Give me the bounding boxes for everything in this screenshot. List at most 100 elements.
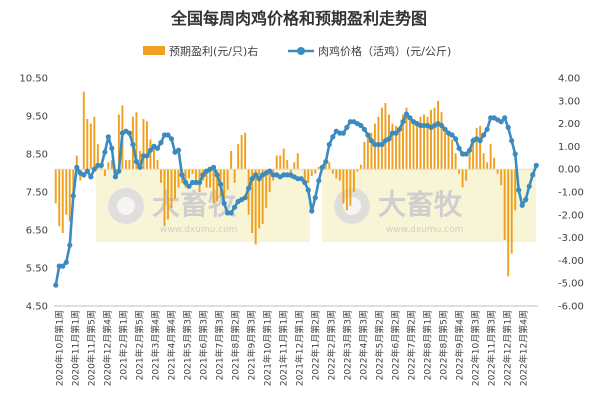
profit-bar <box>117 114 120 170</box>
profit-bar <box>398 128 401 170</box>
profit-bar <box>335 169 338 179</box>
profit-bar <box>275 155 278 170</box>
price-point <box>505 124 511 130</box>
price-point <box>109 145 115 151</box>
x-tick-label: 2020年10月第1周 <box>54 310 66 386</box>
price-point <box>53 282 59 288</box>
price-point <box>484 126 490 132</box>
right-tick-label: -4.00 <box>558 256 584 267</box>
profit-bar <box>430 109 432 170</box>
price-point <box>396 126 403 132</box>
profit-bar <box>177 169 180 188</box>
profit-bar <box>286 160 289 170</box>
profit-bar <box>440 112 443 170</box>
price-point <box>126 130 133 136</box>
legend: 预期盈利(元/只)右 肉鸡价格（活鸡）(元/公斤) <box>143 44 451 58</box>
price-point <box>386 136 392 142</box>
profit-bar <box>500 169 503 186</box>
profit-bar <box>268 169 271 192</box>
price-point <box>340 130 346 136</box>
x-tick-label: 2021年2月第5周 <box>134 310 146 380</box>
price-point <box>168 136 175 142</box>
profit-bar <box>254 169 257 245</box>
profit-bar <box>216 169 219 202</box>
profit-bar <box>479 125 482 170</box>
x-tick-label: 2022年12月第4周 <box>518 310 530 386</box>
price-point <box>316 178 322 184</box>
price-point <box>400 119 406 125</box>
x-axis: 2020年10月第1周 2020年11月第1周 2020年11月第5周 2020年12… <box>54 305 538 386</box>
price-point <box>175 147 182 153</box>
price-point <box>407 115 413 121</box>
watermark-brand: 大畜牧 <box>378 188 463 221</box>
right-tick-label: 0.00 <box>558 165 580 176</box>
price-point <box>463 151 469 157</box>
chart-title: 全国每周肉鸡价格和预期盈利走势图 <box>170 9 427 28</box>
x-tick-label: 2021年8月第2周 <box>230 310 242 380</box>
profit-bar <box>75 155 78 170</box>
left-tick-label: 9.50 <box>26 112 48 123</box>
right-tick-label: -3.00 <box>558 233 584 244</box>
right-tick-label: 3.00 <box>558 96 580 107</box>
x-tick-label: 2022年3月第3周 <box>342 310 354 380</box>
left-axis: 4.50 5.50 6.50 7.50 8.50 9.50 10.50 <box>19 74 48 313</box>
price-point <box>305 187 311 193</box>
profit-bar <box>324 162 327 170</box>
profit-bar <box>486 162 489 170</box>
profit-bar <box>61 169 64 234</box>
price-point <box>344 124 350 130</box>
x-tick-label: 2022年12月第1周 <box>502 310 514 386</box>
profit-bar <box>454 153 457 170</box>
price-point <box>326 141 332 148</box>
price-point <box>70 193 76 199</box>
price-point <box>403 111 410 117</box>
profit-bar <box>447 135 450 170</box>
x-tick-label: 2022年7月第2周 <box>406 310 418 380</box>
left-tick-label: 8.50 <box>26 150 48 161</box>
profit-bar <box>444 128 447 170</box>
price-point <box>144 153 150 159</box>
profit-bar <box>380 107 383 170</box>
profit-bar <box>188 169 190 179</box>
price-point <box>393 130 399 136</box>
profit-bar <box>489 144 492 170</box>
profit-bar <box>110 160 113 170</box>
price-point <box>438 122 445 129</box>
profit-bar <box>394 125 397 170</box>
profit-bar <box>89 123 92 170</box>
profit-bar <box>244 132 247 170</box>
profit-bar <box>496 169 499 174</box>
price-point <box>214 172 220 178</box>
profit-bar <box>433 107 436 170</box>
profit-bar <box>370 132 373 170</box>
price-point <box>302 179 308 186</box>
right-axis: -6.00 -5.00 -4.00 -3.00 -2.00 -1.00 0.00 1.00 2.… <box>558 74 584 313</box>
price-point <box>63 259 69 265</box>
legend-line-marker <box>297 47 305 55</box>
x-tick-label: 2021年9月第3周 <box>246 310 258 380</box>
watermark-logo-inner-icon <box>343 197 361 215</box>
price-point <box>147 147 154 153</box>
profit-bar <box>68 169 71 222</box>
price-point <box>526 183 532 189</box>
profit-bar <box>152 144 155 170</box>
profit-bar <box>163 169 166 227</box>
profit-bar <box>314 169 317 174</box>
price-point <box>98 162 104 168</box>
profit-bar <box>468 150 471 170</box>
price-point <box>84 168 90 174</box>
right-tick-label: 1.00 <box>558 142 580 153</box>
profit-bar <box>352 169 355 192</box>
profit-bar <box>475 128 478 170</box>
x-tick-label: 2021年2月第1周 <box>118 310 130 380</box>
right-tick-label: -5.00 <box>558 279 584 290</box>
x-tick-label: 2020年12月第4周 <box>102 310 114 386</box>
profit-bar <box>174 169 176 199</box>
profit-bar <box>356 169 359 172</box>
price-point <box>365 132 371 138</box>
price-point <box>498 119 504 125</box>
profit-bar <box>342 169 345 204</box>
profit-bar <box>282 148 285 170</box>
profit-bar <box>503 169 506 240</box>
